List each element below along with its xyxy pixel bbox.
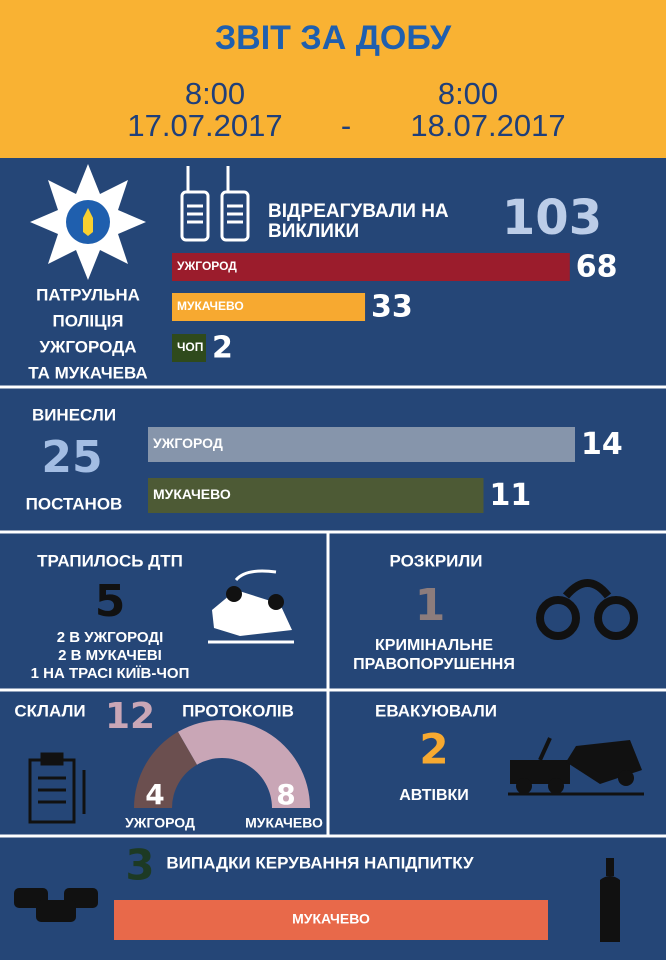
evac-label: ЕВАКУЮВАЛИ <box>375 701 497 720</box>
evac-total: 2 <box>419 725 448 774</box>
bar-value: 14 <box>581 427 623 462</box>
evac-unit: АВТІВКИ <box>399 787 469 804</box>
org-line: ПАТРУЛЬНА <box>36 285 140 304</box>
calls-label: ВИКЛИКИ <box>268 221 359 242</box>
crime-detail: КРИМІНАЛЬНЕ <box>375 637 493 654</box>
cars-icon <box>14 888 98 922</box>
crime-detail: ПРАВОПОРУШЕННЯ <box>353 656 515 673</box>
bar-value: 11 <box>490 478 532 513</box>
crimes-label: РОЗКРИЛИ <box>389 551 482 570</box>
org: ПАТРУЛЬНА ПОЛІЦІЯ УЖГОРОДА ТА МУКАЧЕВА <box>28 285 147 382</box>
period: 8:00 17.07.2017 - 8:00 18.07.2017 <box>127 76 565 143</box>
bar-value: 68 <box>576 250 618 285</box>
handcuffs-icon <box>536 579 638 640</box>
drunk-total: 3 <box>125 841 154 890</box>
bar <box>148 478 484 513</box>
org-line: ПОЛІЦІЯ <box>52 311 123 330</box>
bar <box>114 900 548 940</box>
crimes-total: 1 <box>415 580 446 631</box>
accidents-total: 5 <box>95 576 126 627</box>
part-name: МУКАЧЕВО <box>245 815 323 831</box>
separators <box>0 385 666 838</box>
bottle-icon <box>600 858 620 942</box>
end-time: 8:00 <box>438 76 498 111</box>
header-bg <box>0 0 666 158</box>
res-label: ВИНЕСЛИ <box>32 405 116 424</box>
bar-label: ЧОП <box>177 340 203 354</box>
tow-truck-icon <box>508 737 644 796</box>
bar-value: 33 <box>371 290 413 325</box>
start-time: 8:00 <box>185 76 245 111</box>
bar-label: УЖГОРОД <box>153 435 223 451</box>
org-line: УЖГОРОДА <box>39 337 136 356</box>
police-badge <box>30 164 146 280</box>
bar-label: МУКАЧЕВО <box>292 911 370 927</box>
clipboard-icon <box>28 752 86 824</box>
end-date: 18.07.2017 <box>410 108 565 143</box>
part-value: 8 <box>276 778 295 811</box>
accident-detail: 1 НА ТРАСІ КИЇВ-ЧОП <box>31 665 190 682</box>
bar-label: МУКАЧЕВО <box>177 299 244 313</box>
part-name: УЖГОРОД <box>125 815 195 831</box>
arc-segment <box>178 720 310 808</box>
calls-label: ВІДРЕАГУВАЛИ НА <box>268 201 449 222</box>
accidents-label: ТРАПИЛОСЬ ДТП <box>37 551 183 570</box>
title: ЗВІТ ЗА ДОБУ <box>215 19 452 57</box>
protocols-label: ПРОТОКОЛІВ <box>182 701 294 720</box>
radio-icons <box>180 166 250 242</box>
bar <box>148 427 575 462</box>
part-value: 4 <box>145 778 164 811</box>
separator: - <box>341 108 351 143</box>
bar-label: УЖГОРОД <box>177 259 237 273</box>
crash-icon <box>208 569 294 644</box>
bar-value: 2 <box>212 331 233 366</box>
bar-label: МУКАЧЕВО <box>153 486 231 502</box>
res-total: 25 <box>41 432 102 483</box>
protocols-label: СКЛАЛИ <box>14 701 85 720</box>
bar <box>172 253 570 281</box>
drunk-label: ВИПАДКИ КЕРУВАННЯ НАПІДПИТКУ <box>166 853 474 872</box>
accident-detail: 2 В УЖГОРОДІ <box>57 629 164 646</box>
org-line: ТА МУКАЧЕВА <box>28 363 147 382</box>
arc-segment <box>134 731 197 808</box>
body-bg <box>0 158 666 960</box>
bar <box>172 293 366 321</box>
protocols-total: 12 <box>105 696 155 737</box>
start-date: 17.07.2017 <box>127 108 282 143</box>
calls-total: 103 <box>502 190 602 246</box>
res-label: ПОСТАНОВ <box>26 494 123 513</box>
accident-detail: 2 В МУКАЧЕВІ <box>58 647 162 664</box>
bar <box>172 334 206 362</box>
